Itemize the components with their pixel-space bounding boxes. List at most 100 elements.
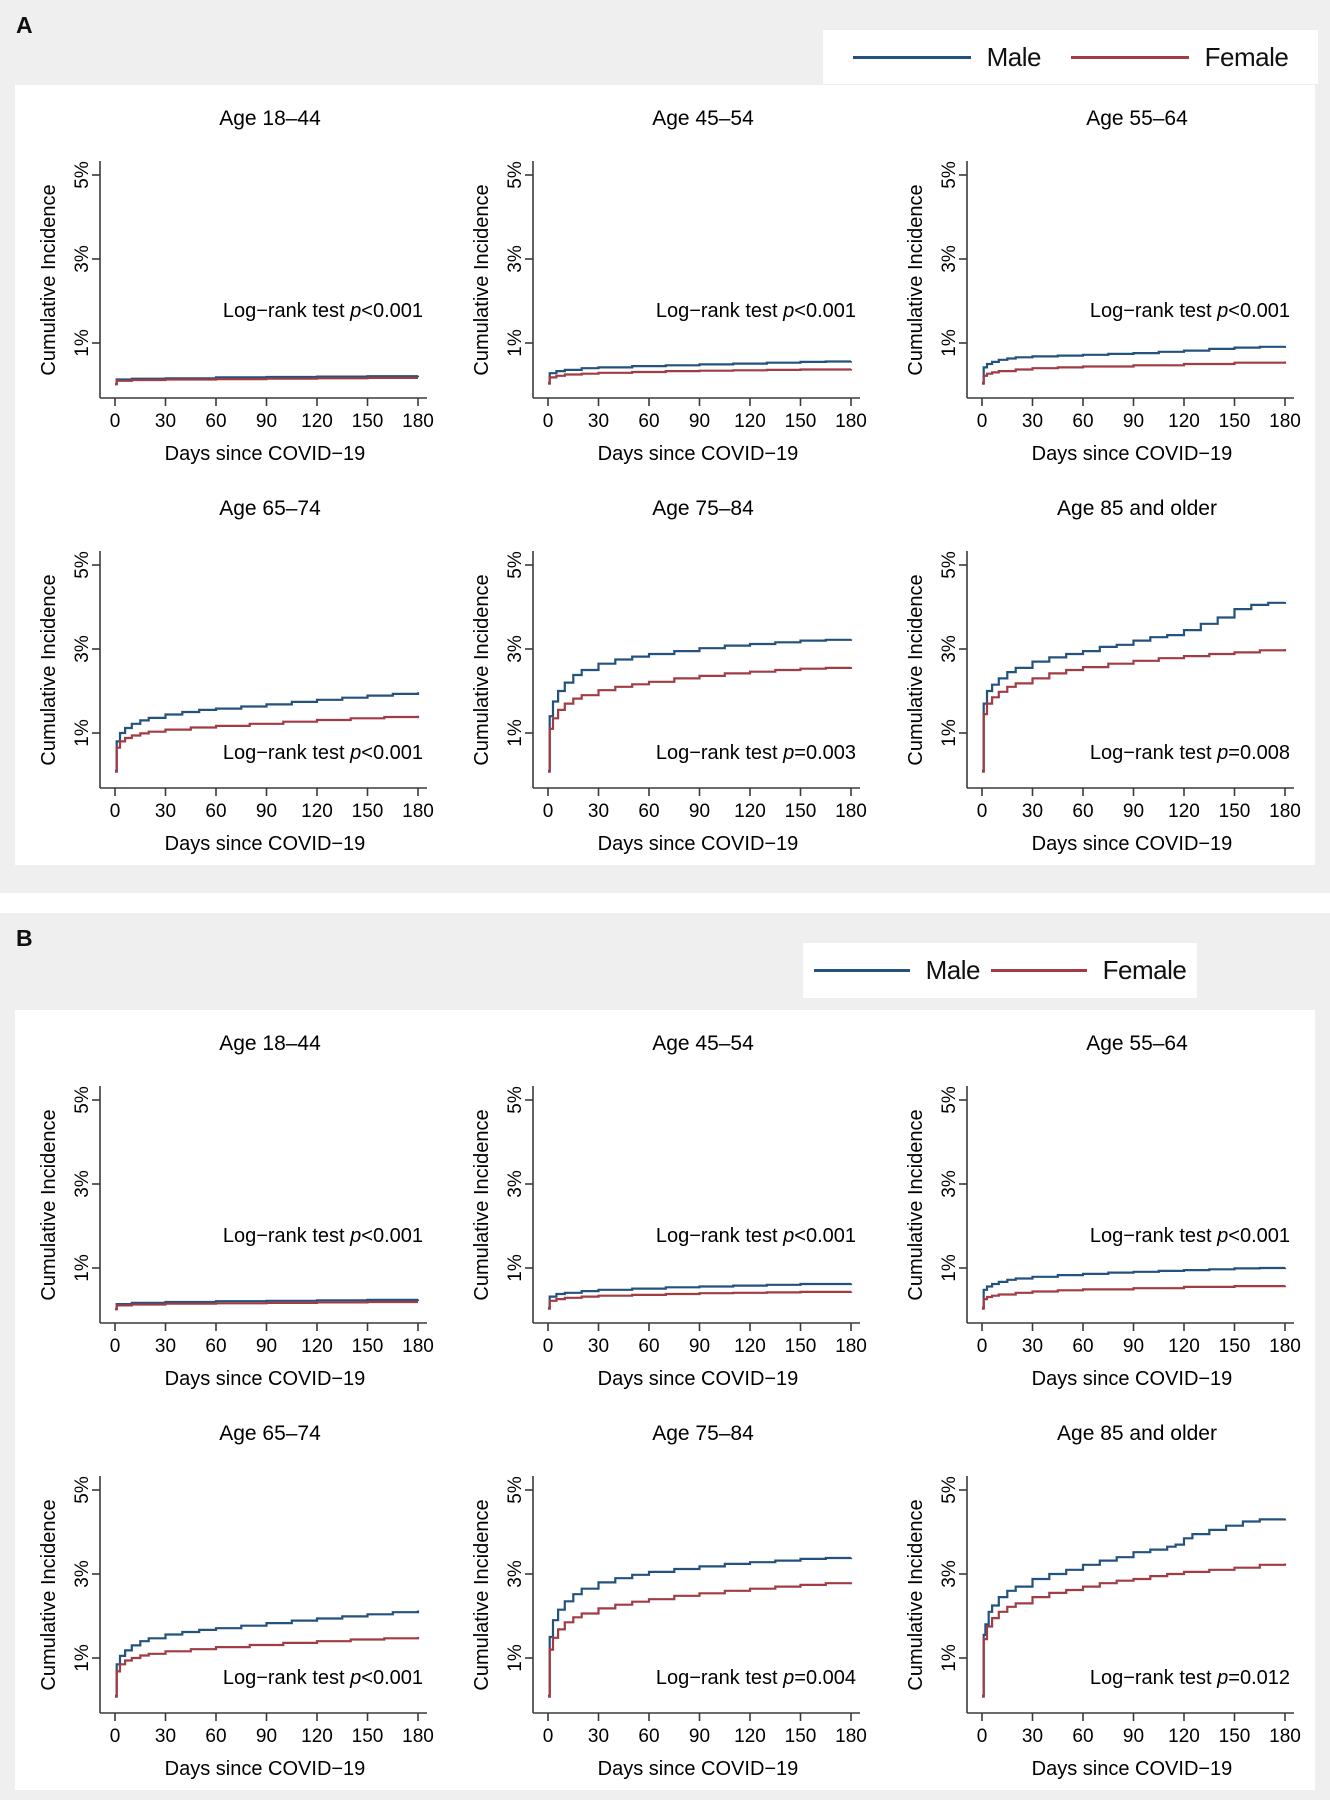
female-curve bbox=[981, 1563, 1286, 1698]
x-tick-label: 90 bbox=[256, 801, 277, 822]
logrank-annotation: Log−rank test p=0.012 bbox=[1089, 1667, 1289, 1689]
y-tick-label: 5% bbox=[939, 551, 960, 579]
y-tick-label: 1% bbox=[505, 719, 526, 747]
y-tick-label: 3% bbox=[939, 1170, 960, 1198]
female-line-swatch bbox=[1070, 55, 1189, 59]
x-tick-label: 120 bbox=[1168, 1336, 1200, 1357]
x-tick-label: 30 bbox=[1022, 1726, 1043, 1747]
x-tick-label: 90 bbox=[689, 411, 710, 432]
female-curve bbox=[981, 361, 1286, 385]
x-axis-title: Days since COVID−19 bbox=[598, 1368, 799, 1390]
y-axis-title: Cumulative Incidence bbox=[38, 184, 60, 375]
female-curve bbox=[115, 715, 420, 773]
subplot-age-85-and-older: Age 85 and older 1% 3% 5% Cumulative Inciden… bbox=[905, 1422, 1301, 1780]
logrank-annotation: Log−rank test p<0.001 bbox=[656, 1225, 856, 1247]
y-tick-label: 5% bbox=[939, 161, 960, 189]
male-curve bbox=[115, 1610, 420, 1697]
y-axis-title: Cumulative Incidence bbox=[471, 184, 493, 375]
y-tick-label: 5% bbox=[72, 1476, 93, 1504]
y-tick-label: 5% bbox=[505, 161, 526, 189]
y-tick-label: 1% bbox=[505, 329, 526, 357]
y-tick-label: 3% bbox=[505, 245, 526, 273]
x-tick-label: 30 bbox=[155, 801, 176, 822]
female-curve bbox=[981, 1285, 1286, 1310]
x-tick-label: 0 bbox=[976, 1726, 987, 1747]
legend-label-female: Female bbox=[1204, 41, 1289, 72]
x-tick-label: 120 bbox=[301, 1336, 333, 1357]
panel-b-plot-grid: Age 18–44 1% 3% 5% Cumulative Incidence 0 30 60… bbox=[15, 1010, 1315, 1790]
female-curve bbox=[115, 1300, 418, 1311]
y-tick-label: 5% bbox=[72, 161, 93, 189]
x-tick-label: 30 bbox=[1022, 1336, 1043, 1357]
x-tick-label: 90 bbox=[256, 1336, 277, 1357]
y-axis-title: Cumulative Incidence bbox=[471, 574, 493, 765]
legend-label-male: Male bbox=[925, 955, 981, 985]
male-curve bbox=[981, 1266, 1286, 1309]
logrank-annotation: Log−rank test p=0.004 bbox=[656, 1667, 856, 1689]
x-tick-label: 30 bbox=[1022, 411, 1043, 432]
x-tick-label: 180 bbox=[835, 411, 867, 432]
subplot-title: Age 75–84 bbox=[652, 497, 754, 520]
subplot-title: Age 65–74 bbox=[219, 497, 321, 520]
y-axis-title: Cumulative Incidence bbox=[905, 1499, 927, 1690]
logrank-annotation: Log−rank test p<0.001 bbox=[656, 300, 856, 322]
male-curve bbox=[981, 601, 1286, 772]
x-tick-label: 90 bbox=[689, 801, 710, 822]
x-axis-title: Days since COVID−19 bbox=[1031, 443, 1232, 465]
logrank-annotation: Log−rank test p<0.001 bbox=[223, 742, 423, 764]
x-tick-label: 0 bbox=[110, 1726, 121, 1747]
x-tick-label: 60 bbox=[1072, 1336, 1093, 1357]
x-tick-label: 150 bbox=[352, 801, 384, 822]
y-tick-label: 1% bbox=[939, 329, 960, 357]
legend-item-female: Female bbox=[1070, 41, 1289, 73]
y-tick-label: 3% bbox=[72, 1170, 93, 1198]
x-tick-label: 90 bbox=[689, 1336, 710, 1357]
y-tick-label: 3% bbox=[72, 1560, 93, 1588]
x-tick-label: 30 bbox=[155, 1726, 176, 1747]
subplot-age-75-84: Age 75–84 1% 3% 5% Cumulative Incidence 0 30 60… bbox=[471, 1422, 867, 1780]
x-tick-label: 0 bbox=[976, 801, 987, 822]
y-axis-title: Cumulative Incidence bbox=[471, 1109, 493, 1300]
x-tick-label: 30 bbox=[588, 1726, 609, 1747]
x-axis-title: Days since COVID−19 bbox=[165, 1368, 366, 1390]
x-axis-title: Days since COVID−19 bbox=[598, 833, 799, 855]
legend-item-male: Male bbox=[813, 955, 981, 986]
male-curve bbox=[115, 1298, 420, 1311]
x-tick-label: 90 bbox=[1123, 1726, 1144, 1747]
x-tick-label: 30 bbox=[1022, 801, 1043, 822]
panel-b-letter: B bbox=[16, 925, 33, 951]
y-axis-title: Cumulative Incidence bbox=[38, 1109, 60, 1300]
subplot-age-85-and-older: Age 85 and older 1% 3% 5% Cumulative Inciden… bbox=[905, 497, 1301, 855]
x-tick-label: 180 bbox=[1269, 411, 1301, 432]
legend-item-male: Male bbox=[852, 41, 1042, 73]
subplot-title: Age 18–44 bbox=[219, 1032, 321, 1055]
x-tick-label: 60 bbox=[639, 1726, 660, 1747]
logrank-annotation: Log−rank test p=0.008 bbox=[1089, 742, 1289, 764]
x-tick-label: 150 bbox=[1218, 1336, 1250, 1357]
x-tick-label: 150 bbox=[785, 1726, 817, 1747]
x-tick-label: 0 bbox=[110, 1336, 121, 1357]
y-tick-label: 5% bbox=[72, 551, 93, 579]
x-tick-label: 180 bbox=[402, 801, 434, 822]
legend-label-female: Female bbox=[1102, 955, 1187, 985]
logrank-annotation: Log−rank test p=0.003 bbox=[656, 742, 856, 764]
x-axis-title: Days since COVID−19 bbox=[1031, 1758, 1232, 1780]
female-curve bbox=[548, 368, 853, 385]
y-tick-label: 1% bbox=[505, 1644, 526, 1672]
subplot-age-75-84: Age 75–84 1% 3% 5% Cumulative Incidence 0 30 60… bbox=[471, 497, 867, 855]
x-tick-label: 120 bbox=[301, 801, 333, 822]
x-tick-label: 150 bbox=[352, 411, 384, 432]
x-tick-label: 120 bbox=[1168, 411, 1200, 432]
male-line-swatch bbox=[852, 55, 971, 59]
y-tick-label: 3% bbox=[505, 1560, 526, 1588]
x-tick-label: 60 bbox=[639, 411, 660, 432]
logrank-annotation: Log−rank test p<0.001 bbox=[223, 1225, 423, 1247]
y-tick-label: 3% bbox=[939, 245, 960, 273]
subplot-age-45-54: Age 45–54 1% 3% 5% Cumulative Incidence 0 30 60… bbox=[471, 1032, 867, 1390]
legend-label-male: Male bbox=[986, 41, 1042, 72]
x-tick-label: 120 bbox=[1168, 801, 1200, 822]
x-tick-label: 150 bbox=[1218, 1726, 1250, 1747]
female-curve bbox=[115, 376, 418, 386]
male-curve bbox=[115, 375, 420, 386]
x-tick-label: 90 bbox=[256, 411, 277, 432]
